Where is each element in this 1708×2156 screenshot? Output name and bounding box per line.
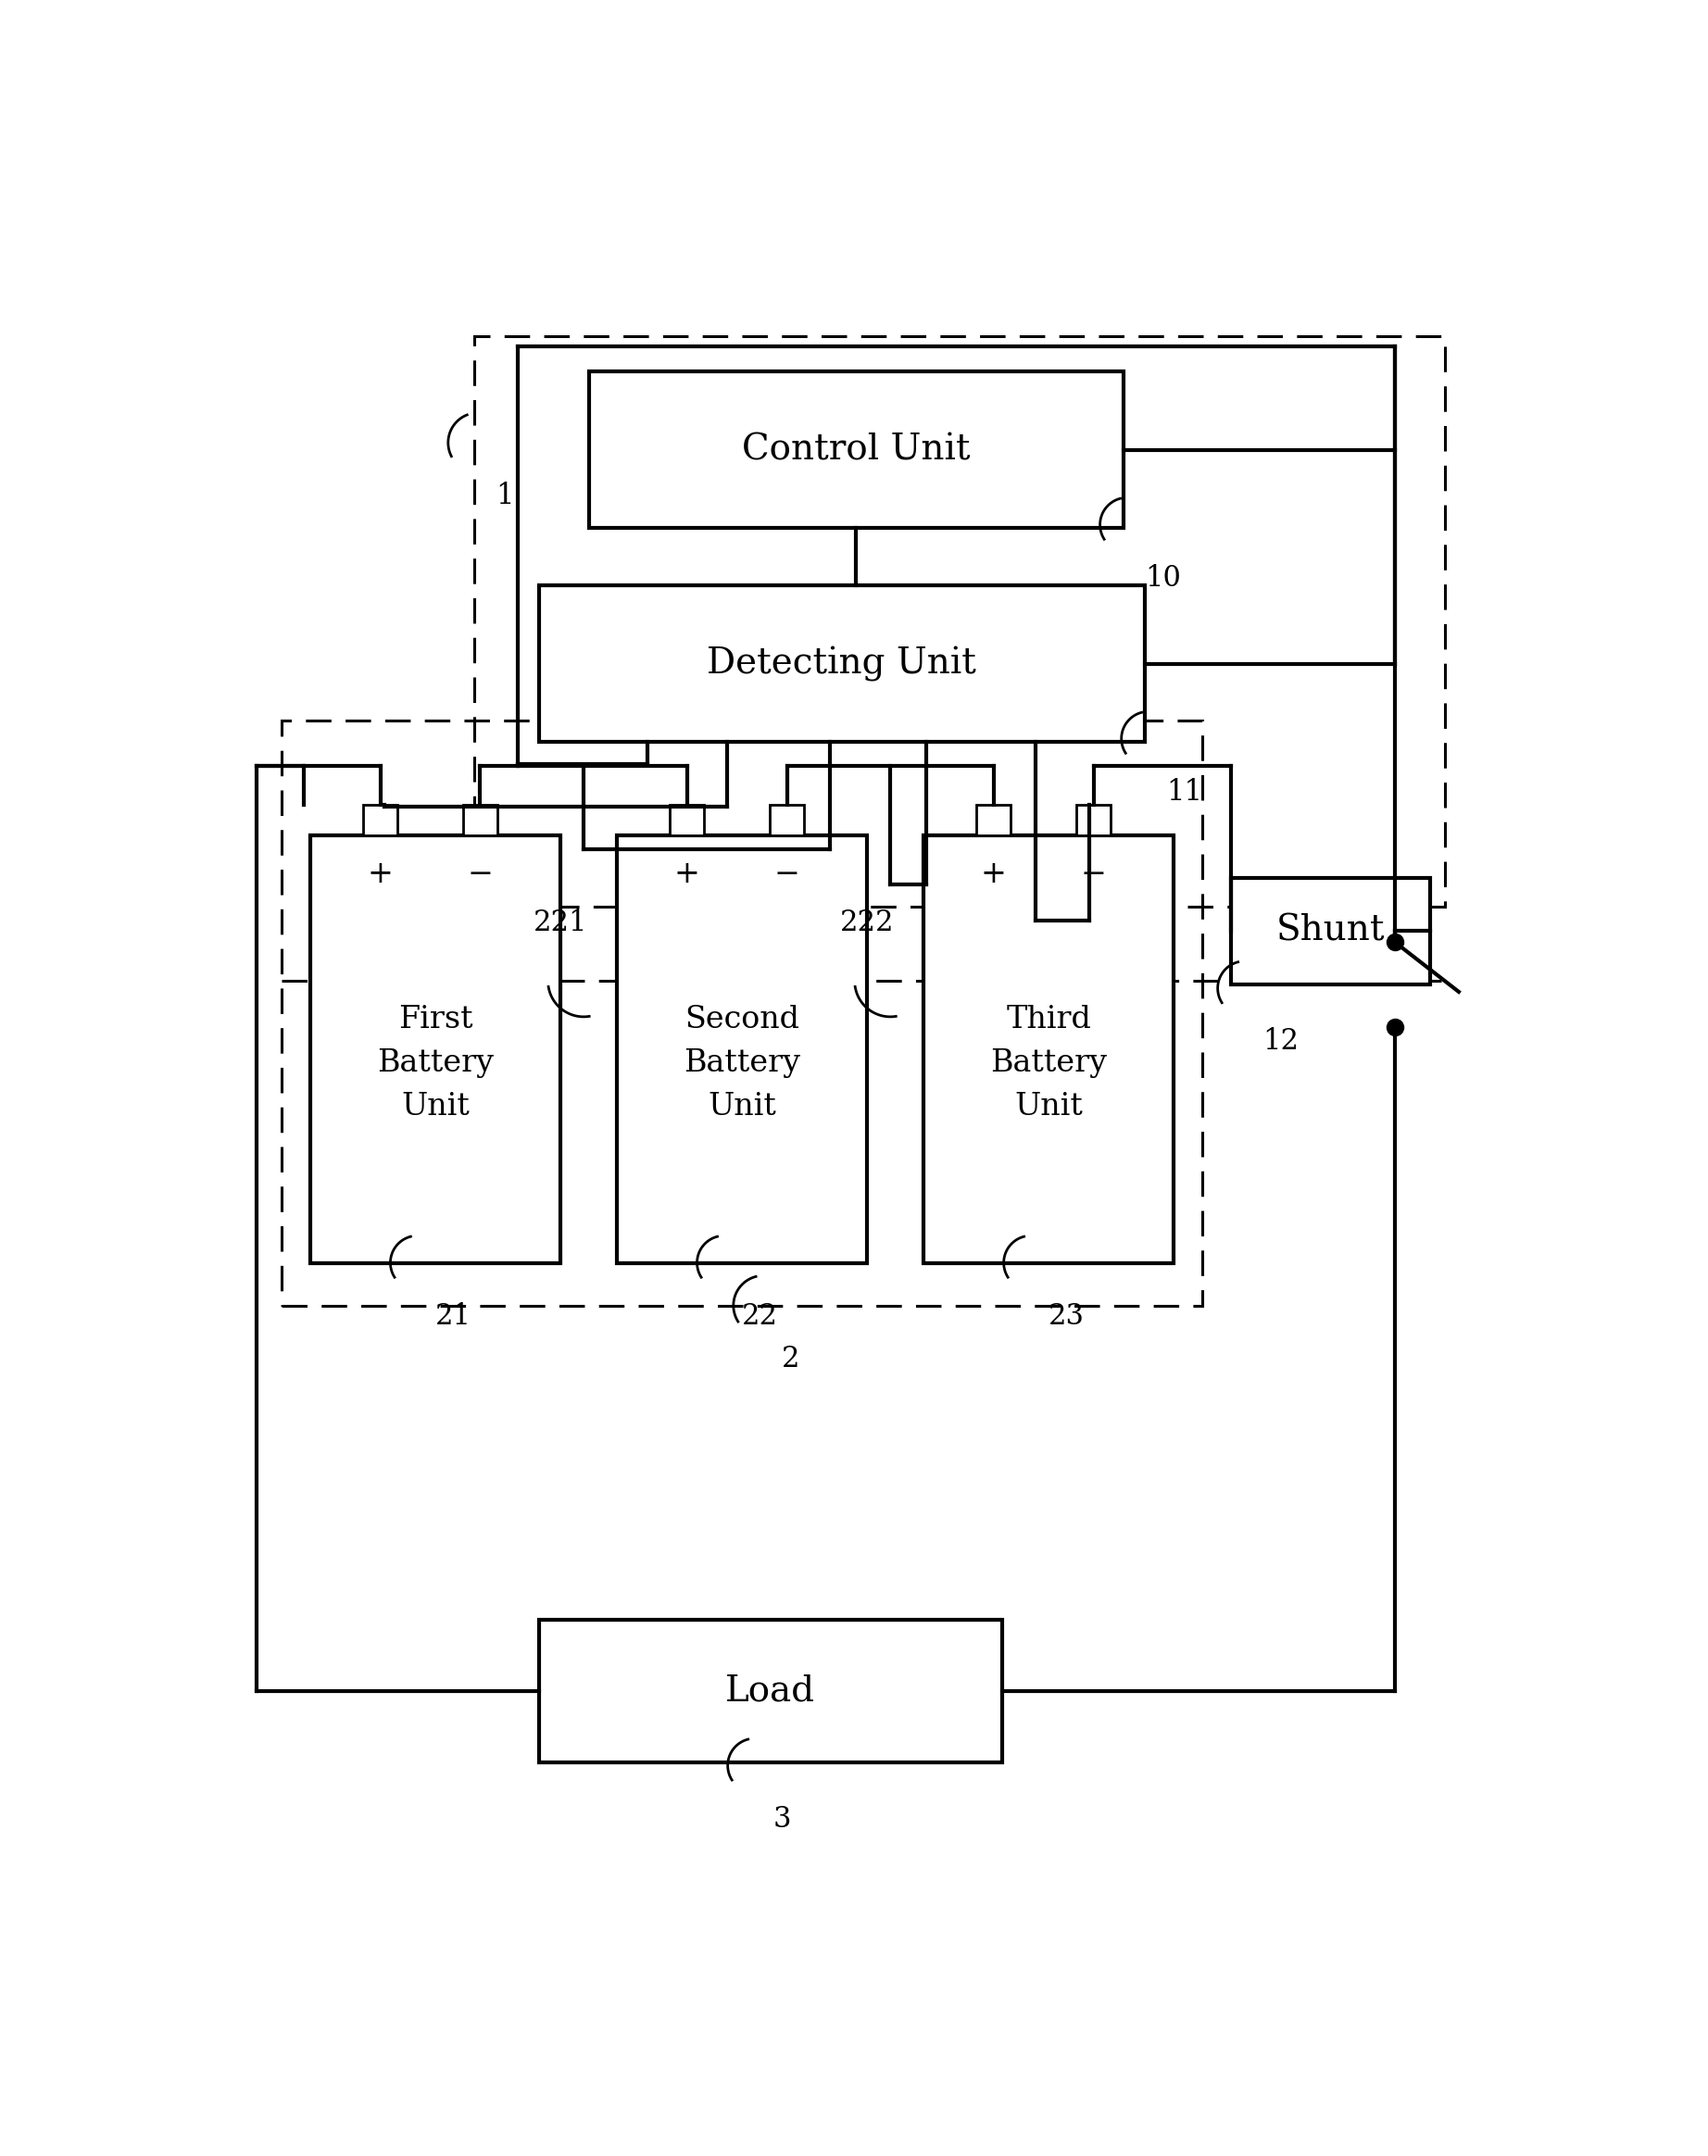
Text: 10: 10 [1144, 565, 1180, 593]
Text: 22: 22 [741, 1302, 779, 1330]
Text: Third
Battery
Unit: Third Battery Unit [991, 1005, 1107, 1121]
Text: 221: 221 [533, 908, 588, 938]
Text: First
Battery
Unit: First Battery Unit [377, 1005, 494, 1121]
Text: Shunt: Shunt [1276, 914, 1385, 949]
Text: +: + [980, 860, 1006, 888]
Bar [538, 584, 1144, 742]
Bar [589, 371, 1124, 528]
Text: −: − [774, 860, 799, 888]
Text: Detecting Unit: Detecting Unit [707, 647, 977, 681]
Text: 1: 1 [495, 483, 514, 511]
Bar [282, 720, 1202, 1307]
Text: −: − [468, 860, 494, 888]
Text: +: + [367, 860, 393, 888]
Text: 11: 11 [1167, 778, 1202, 806]
Bar [311, 834, 560, 1263]
Bar [670, 804, 704, 834]
Text: 23: 23 [1049, 1302, 1085, 1330]
Bar [1230, 877, 1430, 985]
Text: Load: Load [726, 1673, 815, 1708]
Text: 2: 2 [781, 1345, 799, 1373]
Bar [364, 804, 398, 834]
Bar [475, 336, 1445, 906]
Bar [977, 804, 1011, 834]
Bar [924, 834, 1173, 1263]
Text: Second
Battery
Unit: Second Battery Unit [683, 1005, 801, 1121]
Bar [538, 1619, 1003, 1761]
Text: 3: 3 [772, 1805, 791, 1833]
Bar [770, 804, 804, 834]
Text: 12: 12 [1262, 1028, 1298, 1056]
Bar [1076, 804, 1110, 834]
Bar [463, 804, 497, 834]
Text: Control Unit: Control Unit [741, 433, 970, 468]
Text: 21: 21 [436, 1302, 471, 1330]
Text: +: + [675, 860, 700, 888]
Bar [617, 834, 866, 1263]
Text: 222: 222 [840, 908, 895, 938]
Text: −: − [1081, 860, 1107, 888]
